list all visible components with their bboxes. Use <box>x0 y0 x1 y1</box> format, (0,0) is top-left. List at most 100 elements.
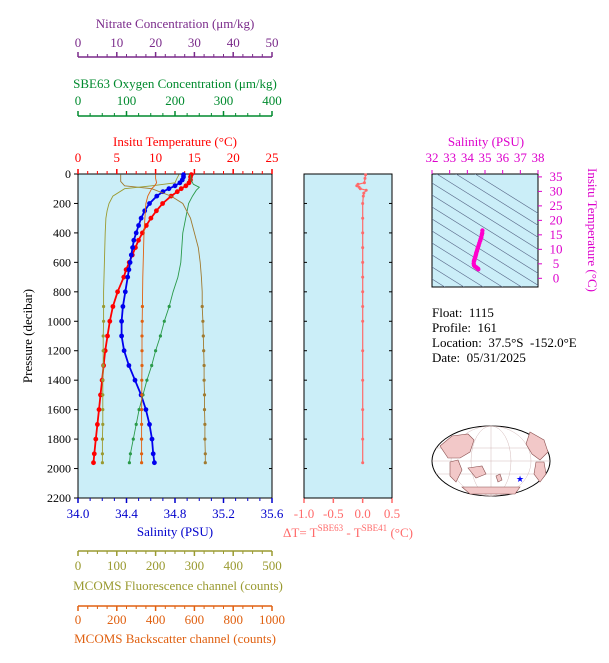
salinity-point <box>122 289 128 295</box>
salinity-point <box>147 201 152 206</box>
nitrate-point <box>202 363 206 368</box>
nitrate-axis-title: Nitrate Concentration (μm/kg) <box>96 16 255 31</box>
pressure-tick-label: 1400 <box>47 373 71 387</box>
density-contour <box>436 174 538 238</box>
oxygen-point <box>128 452 132 456</box>
nitrate-tick-label: 0 <box>75 35 82 50</box>
pressure-tick-label: 2200 <box>47 491 71 505</box>
ts-salinity-tick-label: 32 <box>426 150 439 165</box>
ts-density-contours <box>432 174 538 287</box>
delta-t-title-sup-2: SBE41 <box>362 523 388 533</box>
fluorescence-point <box>102 304 106 309</box>
delta-t-point <box>362 191 366 195</box>
density-contour <box>432 242 503 287</box>
temperature-tick-label: 25 <box>266 150 279 165</box>
fluorescence-point <box>102 319 106 323</box>
main-plot-area <box>77 173 273 499</box>
delta-t-point <box>361 246 365 250</box>
delta-t-point <box>361 378 365 382</box>
ts-temperature-tick-label: 15 <box>550 227 563 242</box>
backscatter-tick-label: 400 <box>146 612 166 627</box>
delta-t-point <box>361 319 365 323</box>
backscatter-point <box>140 408 144 412</box>
delta-t-point <box>361 194 365 198</box>
temperature-point <box>136 237 141 243</box>
temperature-point <box>95 422 100 427</box>
backscatter-point <box>140 461 144 465</box>
ts-temperature-tick-label: 35 <box>550 169 563 184</box>
delta-t-tick-label: -1.0 <box>294 506 315 521</box>
nitrate-tick-label: 50 <box>266 35 279 50</box>
salinity-point <box>132 377 138 383</box>
fluorescence-axis-title: MCOMS Fluorescence channel (counts) <box>73 578 283 593</box>
density-contour <box>432 182 538 250</box>
temperature-tick-label: 15 <box>188 150 201 165</box>
fluorescence-point <box>101 363 105 368</box>
density-contour <box>455 174 538 226</box>
pressure-tick-label: 1600 <box>47 403 71 417</box>
backscatter-point <box>140 334 144 338</box>
delta-t-series <box>355 173 368 465</box>
temperature-point <box>143 223 149 228</box>
ts-temperature-tick-label: 25 <box>550 198 563 213</box>
salinity-tick-label: 34.8 <box>164 506 187 521</box>
oxygen-point <box>154 349 158 353</box>
salinity-point <box>120 304 126 309</box>
pressure-tick-label: 800 <box>53 285 71 299</box>
temperature-point <box>93 436 99 442</box>
main-series <box>91 172 207 466</box>
nitrate-point <box>203 452 207 456</box>
salinity-point <box>177 180 183 186</box>
temperature-point <box>105 333 110 339</box>
salinity-point <box>126 363 132 368</box>
delta-t-title-part-2: - T <box>343 525 362 540</box>
backscatter-tick-label: 200 <box>107 612 127 627</box>
density-contour <box>432 194 538 262</box>
delta-t-title-part-1: ΔT= T <box>283 525 318 540</box>
delta-t-point <box>362 181 366 185</box>
oxygen-tick-label: 400 <box>262 93 282 108</box>
temperature-tick-label: 20 <box>227 150 240 165</box>
salinity-point <box>133 230 139 236</box>
ts-salinity-tick-label: 35 <box>479 150 492 165</box>
backscatter-tick-label: 800 <box>223 612 243 627</box>
backscatter-tick-label: 0 <box>75 612 82 627</box>
pressure-tick-label: 2000 <box>47 462 71 476</box>
delta-t-point <box>361 275 365 279</box>
pressure-tick-label: 1000 <box>47 314 71 328</box>
density-contour <box>474 174 538 214</box>
pressure-tick-label: 1800 <box>47 432 71 446</box>
temperature-point <box>110 304 116 309</box>
oxygen-tick-label: 100 <box>117 93 137 108</box>
ts-temperature-tick-label: 0 <box>553 270 560 285</box>
salinity-point <box>130 245 136 251</box>
nitrate-point <box>202 393 207 397</box>
delta-t-point <box>361 349 365 353</box>
backscatter-point <box>140 349 144 353</box>
salinity-point <box>119 333 124 339</box>
nitrate-point <box>202 408 207 412</box>
world-map: ★ <box>431 425 551 497</box>
backscatter-point <box>140 393 144 397</box>
fluorescence-tick-label: 200 <box>146 558 166 573</box>
delta-t-tick-label: 0.5 <box>384 506 400 521</box>
delta-t-title-part-3: (°C) <box>387 525 413 540</box>
nitrate-tick-label: 40 <box>227 35 240 50</box>
float-id: Float: 1115 <box>432 305 494 320</box>
date: Date: 05/31/2025 <box>432 350 526 365</box>
salinity-tick-label: 35.2 <box>212 506 235 521</box>
nitrate-point <box>203 437 207 441</box>
fluorescence-point <box>101 378 105 382</box>
ts-salinity-tick-label: 38 <box>532 150 545 165</box>
backscatter-axis-title: MCOMS Backscatter channel (counts) <box>74 631 276 646</box>
temperature-tick-label: 5 <box>114 150 121 165</box>
oxygen-point <box>167 304 171 309</box>
salinity-point <box>166 186 172 192</box>
salinity-point <box>154 193 160 199</box>
ts-temperature-axis-title: Insitu Temperature (°C) <box>585 168 600 292</box>
delta-t-point <box>361 216 365 220</box>
temperature-point <box>154 208 159 214</box>
oxygen-tick-label: 0 <box>75 93 82 108</box>
oxygen-point <box>127 461 131 465</box>
